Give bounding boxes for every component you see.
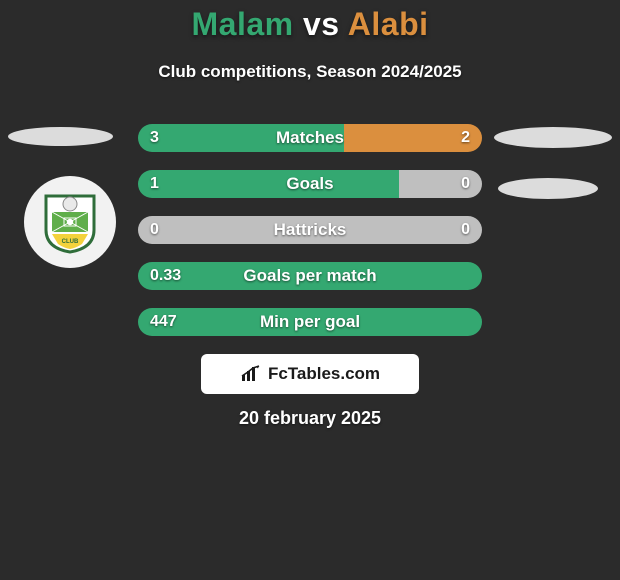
stats-infographic: Malam vs Alabi Club competitions, Season… [0, 0, 620, 580]
subtitle: Club competitions, Season 2024/2025 [0, 62, 620, 82]
page-title: Malam vs Alabi [0, 6, 620, 43]
stat-bar-track [138, 216, 482, 244]
stat-row: Goals10 [138, 170, 482, 198]
stat-bar-track [138, 170, 482, 198]
bar-chart-icon [240, 365, 262, 383]
stat-bar-right [344, 124, 482, 152]
title-player1: Malam [191, 6, 293, 42]
snapshot-date: 20 february 2025 [0, 408, 620, 429]
svg-text:CLUB: CLUB [62, 239, 79, 245]
stat-bar-track [138, 124, 482, 152]
stat-row: Min per goal447 [138, 308, 482, 336]
title-vs: vs [303, 6, 340, 42]
stat-bar-right [399, 170, 482, 198]
stat-bar-track [138, 308, 482, 336]
player2-photo-placeholder [494, 127, 612, 148]
title-player2: Alabi [348, 6, 429, 42]
player1-club-badge: CLUB [24, 176, 116, 268]
player2-club-placeholder [498, 178, 598, 199]
stat-row: Goals per match0.33 [138, 262, 482, 290]
watermark-text: FcTables.com [268, 364, 380, 384]
stat-bar-track [138, 262, 482, 290]
stat-bar-left [138, 170, 399, 198]
watermark: FcTables.com [201, 354, 419, 394]
stat-bar-left [138, 308, 482, 336]
stat-row: Matches32 [138, 124, 482, 152]
stat-bars: Matches32 Goals10 Hattricks00 Goals per mat… [138, 124, 482, 354]
shield-icon: CLUB [42, 190, 98, 254]
stat-bar-left [138, 124, 344, 152]
stat-bar-left [138, 262, 482, 290]
player1-photo-placeholder [8, 127, 113, 146]
stat-row: Hattricks00 [138, 216, 482, 244]
stat-bar-left [138, 216, 482, 244]
